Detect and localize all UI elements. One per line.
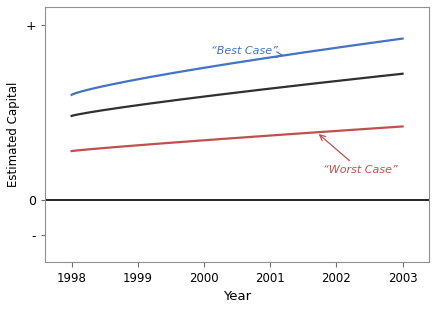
Text: “Worst Case”: “Worst Case” <box>320 135 398 175</box>
Y-axis label: Estimated Capital: Estimated Capital <box>7 82 20 187</box>
X-axis label: Year: Year <box>223 290 251 303</box>
Text: “Best Case”: “Best Case” <box>211 46 283 57</box>
